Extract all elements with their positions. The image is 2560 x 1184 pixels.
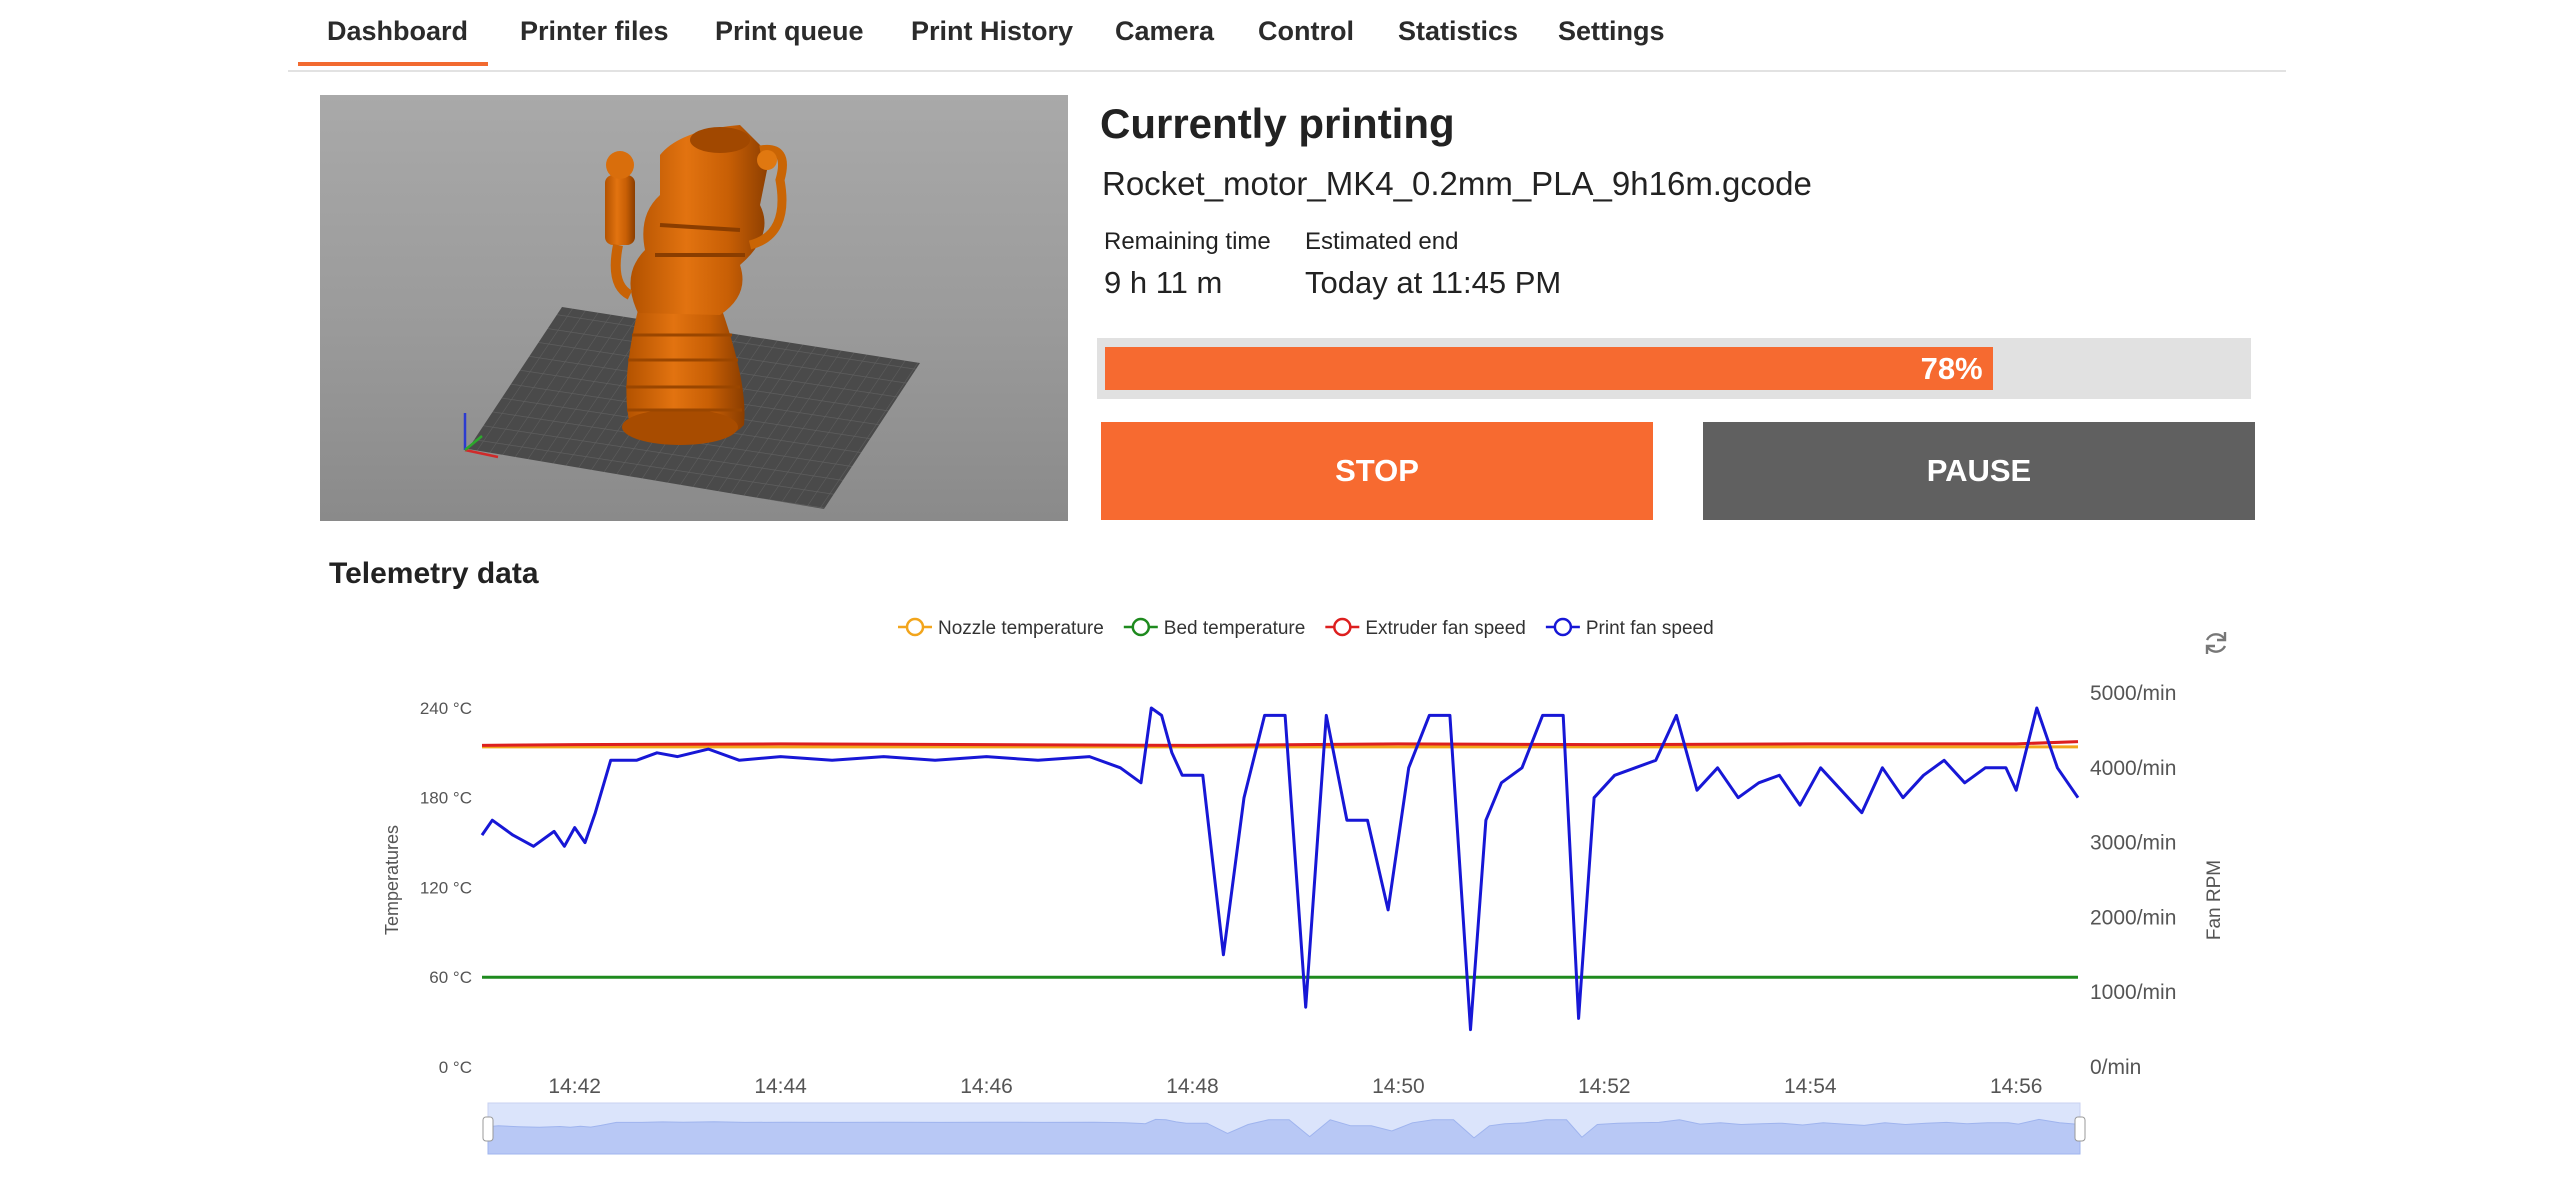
estimated-end-label: Estimated end bbox=[1305, 228, 1459, 255]
print-file-name: Rocket_motor_MK4_0.2mm_PLA_9h16m.gcode bbox=[1102, 165, 1812, 202]
y-right-tick-label: 4000/min bbox=[2090, 757, 2176, 780]
tab-printer-files[interactable]: Printer files bbox=[520, 16, 669, 46]
legend-marker bbox=[1131, 617, 1151, 637]
y-right-tick-label: 5000/min bbox=[2090, 682, 2176, 705]
tab-control[interactable]: Control bbox=[1258, 16, 1354, 46]
legend-marker bbox=[1553, 617, 1573, 637]
refresh-icon[interactable] bbox=[2205, 632, 2227, 654]
tab-settings[interactable]: Settings bbox=[1558, 16, 1665, 46]
telemetry-heading: Telemetry data bbox=[329, 557, 539, 590]
zoom-handle-left[interactable] bbox=[482, 1116, 494, 1142]
zoom-handle-right[interactable] bbox=[2074, 1116, 2086, 1142]
y-right-tick-label: 2000/min bbox=[2090, 906, 2176, 929]
remaining-time-label: Remaining time bbox=[1104, 228, 1271, 255]
series-line-extruder-fan-speed bbox=[481, 740, 2079, 747]
print-progress-bar: 78% bbox=[1097, 338, 2251, 399]
tab-camera[interactable]: Camera bbox=[1115, 16, 1215, 46]
x-tick-label: 14:50 bbox=[1372, 1075, 1425, 1098]
legend-label: Extruder fan speed bbox=[1365, 618, 1526, 639]
x-tick-label: 14:44 bbox=[754, 1075, 807, 1098]
y-right-tick-label: 0/min bbox=[2090, 1056, 2141, 1079]
legend-marker bbox=[905, 617, 925, 637]
x-tick-label: 14:48 bbox=[1166, 1075, 1219, 1098]
model-preview bbox=[320, 95, 1068, 521]
tab-statistics[interactable]: Statistics bbox=[1398, 16, 1519, 46]
y-right-tick-label: 1000/min bbox=[2090, 981, 2176, 1004]
tab-dashboard[interactable]: Dashboard bbox=[327, 16, 469, 46]
y-left-axis-title: Temperatures bbox=[382, 825, 402, 935]
x-tick-label: 14:56 bbox=[1990, 1075, 2043, 1098]
y-left-tick-label: 60 °C bbox=[429, 968, 472, 987]
remaining-time-value: 9 h 11 m bbox=[1104, 265, 1223, 300]
estimated-end-value: Today at 11:45 PM bbox=[1305, 265, 1562, 300]
y-left-tick-label: 120 °C bbox=[420, 878, 472, 897]
progress-percent: 78% bbox=[1920, 351, 1983, 386]
tab-print-history[interactable]: Print History bbox=[911, 16, 1074, 46]
y-left-tick-label: 180 °C bbox=[420, 789, 472, 808]
y-left-tick-label: 0 °C bbox=[439, 1058, 472, 1077]
y-right-tick-label: 3000/min bbox=[2090, 832, 2176, 855]
x-tick-label: 14:46 bbox=[960, 1075, 1013, 1098]
legend-label: Nozzle temperature bbox=[938, 618, 1104, 639]
series-line-print-fan-speed bbox=[480, 706, 2080, 1032]
rocket-motor-render bbox=[463, 125, 920, 509]
zoom-preview-area bbox=[487, 1118, 2081, 1155]
tab-print-queue[interactable]: Print queue bbox=[715, 16, 864, 46]
telemetry-chart: Nozzle temperature Bed temperature Extrude… bbox=[382, 617, 2227, 1155]
top-nav: Dashboard Printer files Print queue Prin… bbox=[288, 0, 2286, 72]
x-tick-label: 14:54 bbox=[1784, 1075, 1837, 1098]
legend-label: Print fan speed bbox=[1586, 618, 1714, 639]
pause-button[interactable]: PAUSE bbox=[1703, 422, 2255, 520]
progress-fill: 78% bbox=[1105, 347, 1993, 390]
x-tick-label: 14:42 bbox=[548, 1075, 601, 1098]
legend-marker bbox=[1333, 617, 1352, 637]
y-right-axis-title: Fan RPM bbox=[2204, 860, 2225, 940]
active-tab-indicator bbox=[298, 62, 488, 66]
stop-button[interactable]: STOP bbox=[1101, 422, 1653, 520]
legend-label: Bed temperature bbox=[1164, 618, 1306, 639]
currently-printing-heading: Currently printing bbox=[1100, 100, 1455, 147]
y-left-tick-label: 240 °C bbox=[420, 699, 472, 718]
x-tick-label: 14:52 bbox=[1578, 1075, 1631, 1098]
